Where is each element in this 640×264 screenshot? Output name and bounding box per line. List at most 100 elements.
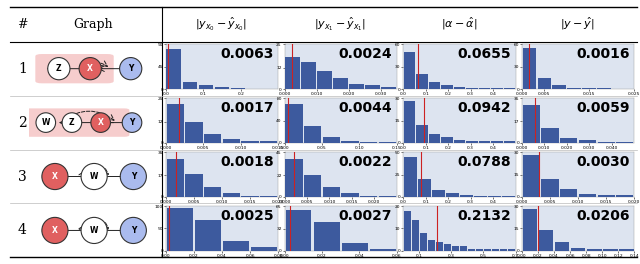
Bar	[381, 87, 396, 89]
Bar	[182, 82, 197, 89]
Bar	[616, 195, 634, 197]
Bar	[560, 190, 577, 197]
Bar	[523, 105, 540, 143]
Text: 0.0044: 0.0044	[339, 101, 392, 115]
Text: X: X	[52, 172, 58, 181]
Bar	[479, 88, 490, 89]
Ellipse shape	[42, 163, 68, 190]
Text: $|y - \hat{y}|$: $|y - \hat{y}|$	[560, 16, 595, 32]
Bar	[260, 196, 277, 197]
Bar	[598, 195, 615, 197]
Bar	[432, 190, 445, 197]
Bar	[223, 241, 249, 251]
Text: X: X	[52, 226, 58, 235]
Bar	[597, 88, 611, 89]
Bar	[379, 196, 396, 197]
Bar	[619, 249, 634, 251]
Bar	[167, 208, 193, 251]
Bar	[541, 179, 559, 197]
Bar	[263, 88, 278, 89]
Bar	[500, 249, 508, 251]
Ellipse shape	[79, 58, 101, 80]
Bar	[454, 140, 465, 143]
Bar	[428, 240, 435, 251]
Bar	[186, 121, 202, 143]
Text: 0.0018: 0.0018	[220, 155, 274, 169]
Text: Graph: Graph	[74, 18, 113, 31]
Bar	[370, 249, 396, 251]
Bar	[587, 249, 602, 251]
Bar	[579, 140, 596, 143]
Bar	[314, 222, 340, 251]
Bar	[598, 142, 615, 143]
Bar	[342, 141, 358, 143]
Bar	[166, 159, 184, 197]
Bar	[204, 187, 221, 197]
Text: 0.0942: 0.0942	[458, 101, 511, 115]
Ellipse shape	[122, 113, 142, 132]
Bar	[246, 88, 262, 89]
Bar	[582, 88, 596, 89]
Bar	[166, 104, 184, 143]
Bar	[446, 193, 459, 197]
Bar	[412, 220, 419, 251]
Text: 0.0059: 0.0059	[576, 101, 630, 115]
Bar	[317, 71, 332, 89]
Bar	[304, 175, 321, 197]
Bar	[492, 249, 499, 251]
Bar	[404, 211, 411, 251]
Bar	[522, 48, 536, 89]
Text: X: X	[98, 118, 104, 127]
Bar	[416, 74, 428, 89]
Bar	[468, 249, 475, 251]
Bar	[204, 134, 221, 143]
Ellipse shape	[36, 113, 56, 132]
Text: 0.0022: 0.0022	[339, 155, 392, 169]
Bar	[429, 134, 440, 143]
Bar	[198, 85, 213, 89]
Bar	[260, 141, 277, 143]
Text: 2: 2	[18, 116, 27, 130]
Bar	[342, 193, 358, 197]
Bar	[474, 196, 487, 197]
Bar	[491, 142, 502, 143]
Text: W: W	[90, 172, 99, 181]
Ellipse shape	[120, 58, 142, 80]
Bar	[333, 78, 348, 89]
Bar	[420, 233, 427, 251]
Text: Y: Y	[131, 172, 136, 181]
Bar	[523, 209, 538, 251]
Text: 0.0024: 0.0024	[339, 47, 392, 61]
Text: Y: Y	[131, 226, 136, 235]
Text: 3: 3	[18, 169, 27, 183]
Text: 0.0206: 0.0206	[576, 209, 630, 223]
FancyBboxPatch shape	[25, 109, 129, 137]
Ellipse shape	[62, 113, 82, 132]
Bar	[488, 196, 501, 197]
Bar	[379, 142, 396, 143]
Bar	[616, 142, 634, 143]
FancyBboxPatch shape	[35, 54, 114, 83]
Bar	[323, 187, 340, 197]
Bar	[452, 246, 459, 251]
Ellipse shape	[91, 113, 111, 132]
Text: #: #	[17, 18, 28, 31]
Bar	[479, 142, 490, 143]
Bar	[418, 179, 431, 197]
Ellipse shape	[81, 217, 107, 243]
Bar	[541, 128, 559, 143]
Bar	[195, 220, 221, 251]
Text: 0.0030: 0.0030	[577, 155, 630, 169]
Bar	[436, 242, 443, 251]
Bar	[342, 243, 367, 251]
Bar	[476, 249, 483, 251]
Bar	[304, 126, 321, 143]
Ellipse shape	[81, 163, 107, 190]
Bar	[460, 195, 473, 197]
Bar	[285, 210, 312, 251]
Text: Y: Y	[129, 118, 134, 127]
Bar	[552, 85, 566, 89]
Text: X: X	[87, 64, 93, 73]
Bar	[301, 62, 316, 89]
Text: Y: Y	[128, 64, 133, 73]
